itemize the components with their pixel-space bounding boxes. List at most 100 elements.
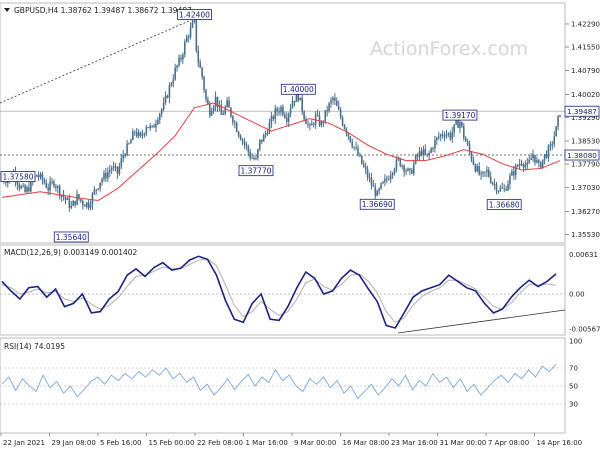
candle-body [422,149,425,156]
x-tick-label: 7 Apr 08:00 [488,439,529,447]
candle-body [476,166,479,172]
candle-body [70,205,73,208]
candle-body [513,171,515,176]
price-annotations: 1.42400 1.40000 1.39170 1.37770 1.37580 1.356… [0,9,522,243]
candle-body [212,106,215,112]
candle-body [24,185,26,192]
annotation-label: 1.42400 [179,10,210,19]
candle-body [409,168,411,171]
candle-body [72,200,74,206]
candle-body [472,159,475,165]
candle-body [488,169,490,177]
candle-body [49,181,51,191]
candle-body [241,139,244,141]
candle-body [305,119,307,124]
candle-body [516,165,519,167]
candle-body [387,179,390,181]
candle-body [247,146,250,153]
candle-body [187,36,190,38]
candle-body [459,122,461,128]
candle-body [147,127,150,128]
candle-body [295,93,298,103]
candle-body [126,143,128,156]
price-annotation: 1.36690 [359,198,395,210]
candle-body [547,146,550,158]
candle-body [284,114,286,118]
candle-body [405,170,407,172]
candle-body [493,183,496,185]
candle-body [543,154,546,160]
candle-body [143,133,146,135]
x-tick-label: 31 Mar 00:00 [440,439,487,447]
candle-body [351,141,353,147]
candle-body [393,169,396,174]
candle-body [466,141,469,145]
candle-body [297,93,300,101]
candle-body [153,125,155,128]
candle-body [139,132,142,136]
price-right-labels: 1.39487 1.38080 [564,105,600,161]
signal-line [1,258,557,323]
y-tick-label: 1.39290 [571,114,600,122]
candle-body [539,162,542,168]
price-tag-label: 1.38080 [567,151,597,160]
candle-body [149,125,151,128]
candle-body [489,176,492,183]
macd-tick-label: 0.00 [569,291,585,299]
candle-body [97,188,100,190]
candle-body [299,97,302,101]
candle-body [499,187,502,191]
rsi-line [1,364,557,400]
candle-body [116,166,119,174]
candle-body [312,123,315,125]
candle-body [310,123,313,126]
candle-body [195,17,198,51]
price-annotation: 1.37580 [0,171,36,182]
candle-body [158,113,161,120]
x-tick-label: 22 Jan 2021 [3,439,45,447]
candle-body [105,172,107,179]
annotation-label: 1.36690 [362,200,393,209]
candle-body [384,178,386,182]
candle-body [95,189,98,191]
x-tick-label: 23 Mar 16:00 [391,439,438,447]
candle-body [185,36,188,43]
candle-body [359,155,361,157]
annotation-label: 1.37580 [2,172,33,181]
candle-body [268,122,271,134]
candle-body [160,109,163,114]
candle-body [495,184,498,192]
candle-body [549,144,552,147]
macd-line [1,255,557,329]
candle-body [403,165,405,172]
candle-body [395,159,398,170]
candle-body [172,79,175,84]
candle-body [282,106,284,115]
annotation-label: 1.40000 [283,85,314,94]
candle-body [28,187,30,192]
candle-body [474,164,477,172]
candle-body [382,181,384,184]
candle-body [416,155,419,157]
candle-body [380,183,382,189]
price-annotation: 1.36680 [486,199,522,211]
annotation-box [442,109,478,121]
candle-body [76,194,78,205]
candle-body [274,108,277,120]
candle-body [224,107,226,114]
candle-body [430,148,432,153]
annotation-box [53,231,89,243]
y-tick-label: 1.37030 [571,184,600,192]
price-panel-frame [0,2,566,244]
candle-body [78,194,80,200]
candle-body [534,154,536,163]
candle-body [436,137,438,141]
candle-body [309,124,311,126]
candle-body [228,100,230,108]
candle-body [330,100,332,104]
candle-body [553,136,556,145]
candle-body [257,149,259,159]
candle-body [276,108,278,112]
candle-body [85,202,88,207]
